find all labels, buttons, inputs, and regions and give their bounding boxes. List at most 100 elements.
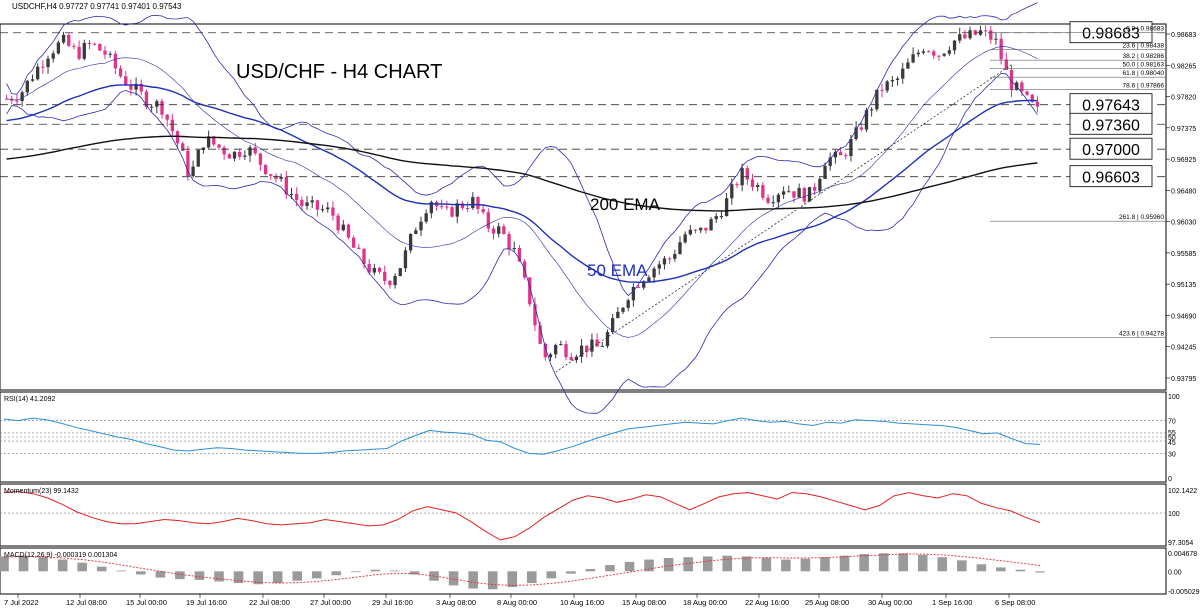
macd-bar xyxy=(996,567,1006,572)
x-tick-label: 18 Aug 00:00 xyxy=(683,598,727,607)
macd-bar xyxy=(683,557,693,572)
candle-body xyxy=(383,271,387,281)
candle-body xyxy=(787,191,791,193)
fib-label: 78.6 | 0.97866 xyxy=(1123,82,1165,89)
macd-bar xyxy=(859,554,869,572)
macd-bar xyxy=(487,571,498,590)
candle-body xyxy=(921,51,926,53)
macd-bar xyxy=(390,570,400,572)
fib-label: 423.6 | 0.94278 xyxy=(1119,331,1164,338)
candle-body xyxy=(616,311,620,319)
candle-body xyxy=(181,143,185,151)
x-tick-label: 22 Aug 16:00 xyxy=(745,598,789,607)
candle-body xyxy=(315,200,320,210)
candle-body xyxy=(792,191,796,198)
candle-body xyxy=(693,229,698,231)
candle-body xyxy=(403,250,408,269)
y-tick-label: 0.94690 xyxy=(1171,313,1196,320)
candle-body xyxy=(30,79,35,81)
level-label: 0.97643 xyxy=(1082,98,1140,115)
candle-body xyxy=(424,213,428,222)
fib-label: 61.8 | 0.98040 xyxy=(1123,70,1165,77)
level-label: 0.96603 xyxy=(1082,170,1140,187)
level-label-box xyxy=(1069,112,1153,135)
candle-body xyxy=(1020,82,1024,92)
candle-body xyxy=(735,184,739,186)
candle-body xyxy=(942,53,946,56)
x-tick-label: 22 Jul 08:00 xyxy=(249,598,290,607)
candle-body xyxy=(849,139,853,156)
x-tick-label: 15 Aug 08:00 xyxy=(622,598,666,607)
candle-body xyxy=(631,286,636,301)
candle-body xyxy=(186,150,190,177)
macd-bar xyxy=(761,558,772,572)
candle-body xyxy=(595,339,599,347)
macd-bar xyxy=(917,554,928,572)
candle-body xyxy=(989,30,993,40)
x-tick-label: 25 Aug 08:00 xyxy=(805,598,849,607)
candle-body xyxy=(1025,91,1029,95)
candle-body xyxy=(621,307,625,312)
macd-bar xyxy=(272,571,283,584)
momentum-panel xyxy=(0,483,1167,547)
macd-tick-label: 0.004678 xyxy=(1168,551,1197,558)
candle-body xyxy=(243,155,247,157)
candle-body xyxy=(844,155,848,157)
candle-body xyxy=(429,202,434,214)
candle-body xyxy=(1030,94,1034,102)
candle-body xyxy=(222,147,226,155)
candle-body xyxy=(284,177,288,195)
price-axis: 0.98683 0.98265 0.97820 0.97375 0.96925 0.964… xyxy=(1166,32,1196,383)
candle-body xyxy=(761,185,765,198)
x-tick-label: 30 Aug 00:00 xyxy=(868,598,912,607)
candle-body xyxy=(124,76,128,85)
candle-body xyxy=(217,144,221,148)
macd-bar xyxy=(370,569,381,572)
candle-body xyxy=(579,345,584,357)
candle-body xyxy=(699,227,703,231)
ema200-label: 200 EMA xyxy=(590,195,661,214)
macd-bar xyxy=(136,571,146,575)
candle-body xyxy=(450,207,454,217)
macd-bar xyxy=(1015,569,1026,572)
candle-body xyxy=(341,224,345,231)
candle-body xyxy=(310,200,314,203)
candle-body xyxy=(610,318,615,333)
candle-body xyxy=(201,147,206,151)
macd-bar xyxy=(585,568,596,572)
candle-body xyxy=(67,34,71,46)
x-tick-label: 29 Jul 16:00 xyxy=(372,598,413,607)
macd-layer: 0.004678 0.00 -0.005029 xyxy=(0,551,1200,596)
candle-body xyxy=(155,101,159,107)
candle-body xyxy=(372,267,377,273)
ema50-line xyxy=(6,84,1038,284)
candle-body xyxy=(828,157,832,166)
y-tick-label: 0.97375 xyxy=(1171,126,1196,133)
macd-bar xyxy=(233,571,244,584)
macd-bar xyxy=(800,558,811,572)
candle-body xyxy=(885,81,889,91)
macd-bar xyxy=(253,571,263,585)
macd-bar xyxy=(644,559,654,572)
x-tick-label: 12 Jul 08:00 xyxy=(66,598,107,607)
momentum-line xyxy=(3,490,1041,541)
rsi-tick-label: 30 xyxy=(1168,451,1176,458)
candle-body xyxy=(983,30,988,32)
x-tick-label: 15 Jul 00:00 xyxy=(126,598,167,607)
candle-body xyxy=(41,66,45,68)
candle-body xyxy=(25,80,29,93)
candle-body xyxy=(838,151,843,156)
rsi-label: RSI(14) 41.2092 xyxy=(4,396,55,403)
candle-body xyxy=(869,109,874,111)
macd-panel xyxy=(0,547,1167,595)
candle-body xyxy=(916,52,920,55)
candle-body xyxy=(652,268,656,278)
candle-body xyxy=(673,254,677,259)
macd-bar xyxy=(781,559,791,572)
candle-body xyxy=(890,79,895,82)
fib-label: 261.8 | 0.95960 xyxy=(1119,214,1164,221)
candle-body xyxy=(398,268,402,276)
fib-label: 50.0 | 0.98163 xyxy=(1123,62,1165,69)
candle-body xyxy=(626,300,630,308)
macd-bar xyxy=(351,571,361,573)
